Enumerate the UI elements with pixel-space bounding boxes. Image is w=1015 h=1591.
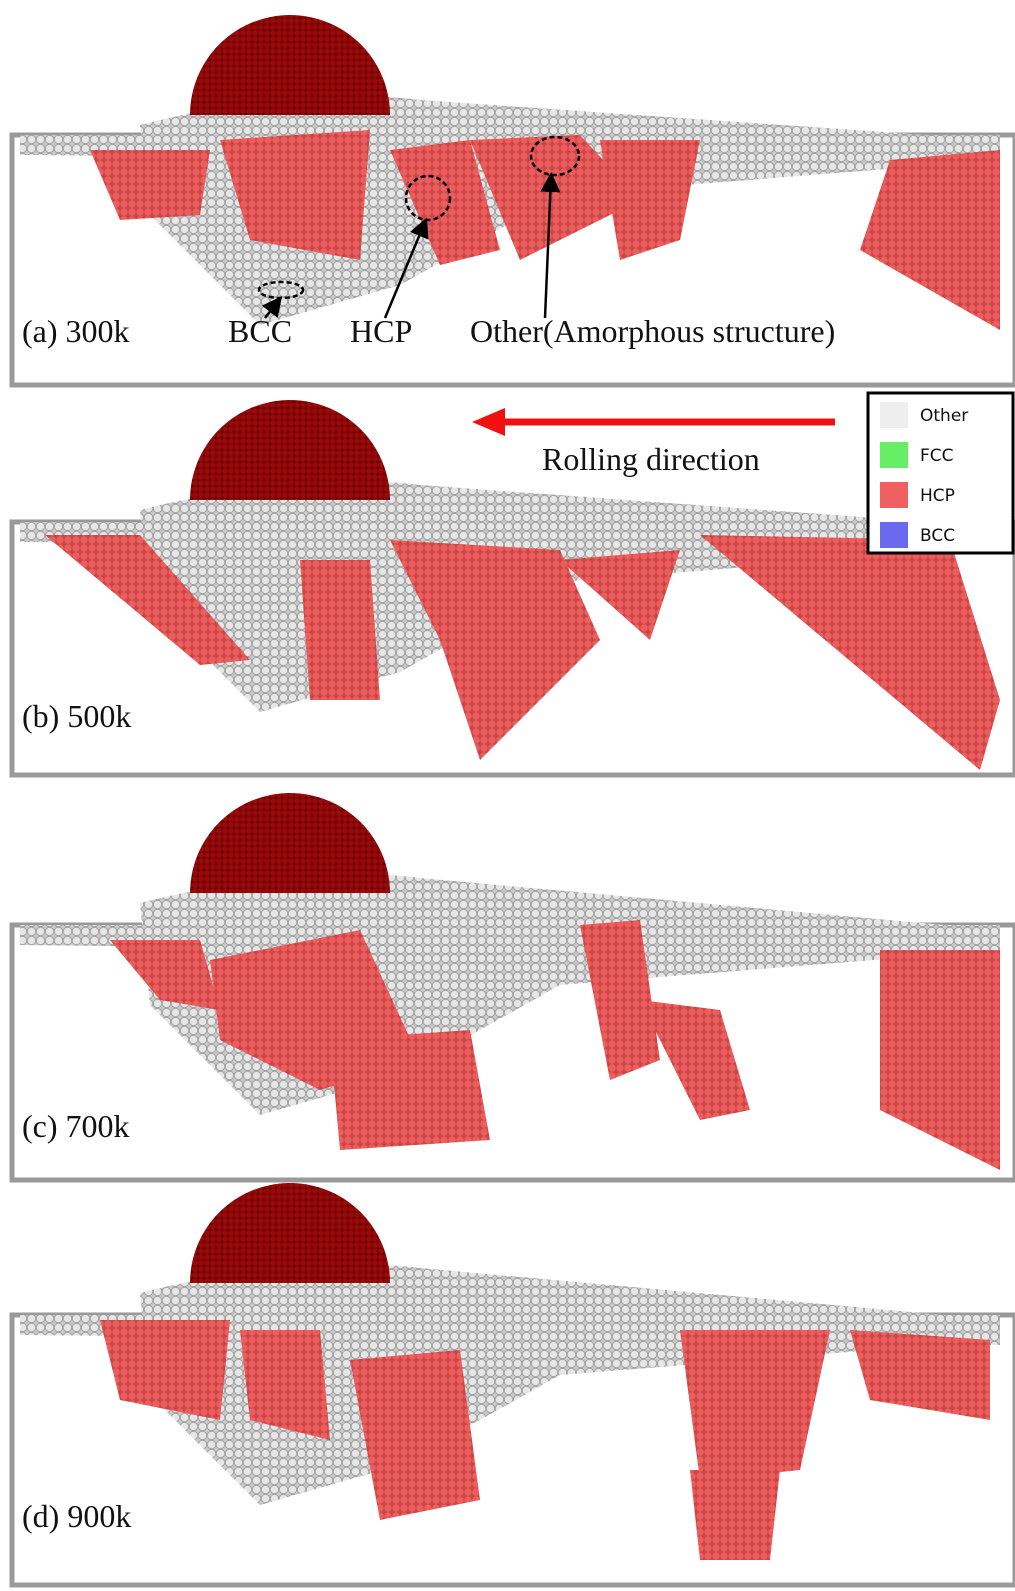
indenter (190, 400, 390, 500)
hcp-region (240, 1330, 330, 1440)
indenter (190, 793, 390, 893)
hcp-region (470, 135, 640, 260)
indenter (190, 15, 390, 115)
annotation: Other(Amorphous structure) (470, 313, 835, 349)
hcp-region (690, 1470, 780, 1560)
legend-label: Other (920, 406, 968, 426)
hcp-region (700, 535, 1000, 770)
hcp-region (390, 540, 600, 760)
hcp-region (45, 535, 250, 665)
hcp-region (100, 1320, 230, 1420)
pointer (383, 217, 429, 319)
panel-label: (b) 500k (22, 698, 131, 734)
annotation: Rolling direction (542, 441, 760, 477)
hcp-region (600, 140, 700, 260)
panel-label: (a) 300k (22, 313, 130, 349)
hcp-region (390, 140, 500, 265)
hcp-region (880, 950, 1000, 1170)
indenter (190, 1183, 390, 1283)
hcp-region (300, 560, 380, 700)
hcp-region (850, 1330, 990, 1420)
hcp-region (680, 1330, 830, 1480)
legend-swatch (880, 482, 908, 508)
panel-label: (c) 700k (22, 1108, 130, 1144)
legend-label: HCP (920, 486, 955, 506)
annotation: HCP (350, 313, 412, 349)
legend-swatch (880, 442, 908, 468)
panel-label: (d) 900k (22, 1498, 131, 1534)
atom-layer (20, 925, 1000, 955)
hcp-region (220, 130, 370, 260)
hcp-region (580, 920, 660, 1080)
hcp-region (90, 150, 210, 220)
hcp-region (640, 1000, 750, 1120)
direction-arrowhead (472, 408, 505, 436)
legend-label: BCC (920, 526, 955, 546)
hcp-region (860, 150, 1000, 330)
pointer (261, 296, 283, 319)
legend-swatch (880, 522, 908, 548)
legend-swatch (880, 402, 908, 428)
hcp-region (560, 550, 680, 640)
hcp-region (350, 1350, 480, 1520)
annotation: BCC (228, 313, 292, 349)
legend-label: FCC (920, 446, 954, 466)
hcp-region (110, 940, 220, 1010)
pointer (540, 172, 561, 319)
hcp-region (330, 1030, 490, 1150)
